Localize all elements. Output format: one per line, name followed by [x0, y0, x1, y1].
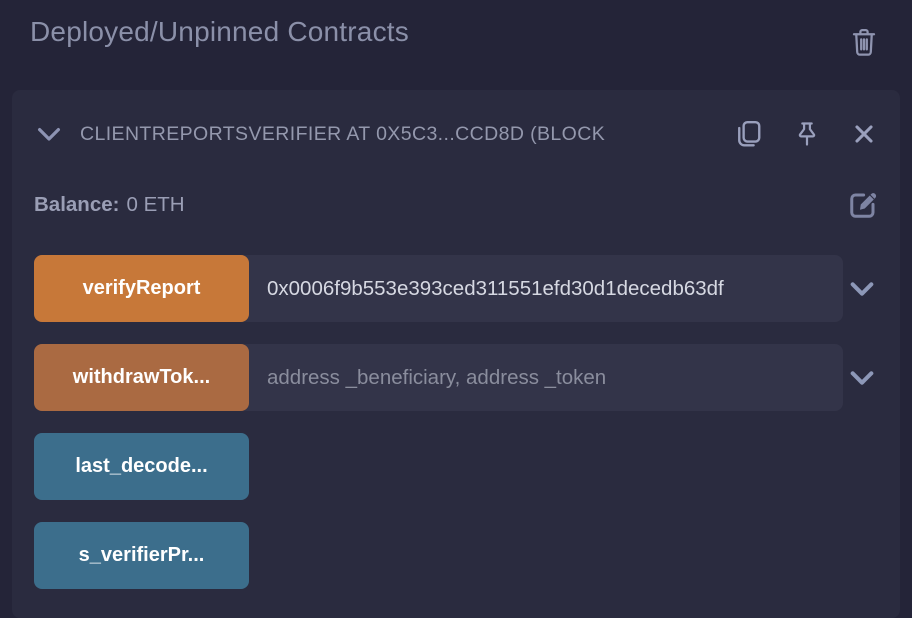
sverifierproxy-button[interactable]: s_verifierPr... [34, 522, 249, 589]
withdrawtoken-input[interactable] [239, 344, 843, 411]
contract-header-row: CLIENTREPORTSVERIFIER AT 0X5C3...CCD8D (… [34, 106, 878, 162]
contract-actions [732, 117, 878, 151]
balance-text: Balance: 0 ETH [34, 193, 185, 217]
copy-icon[interactable] [732, 117, 764, 151]
pin-icon[interactable] [792, 117, 822, 151]
chevron-down-icon[interactable] [843, 344, 878, 411]
chevron-down-icon[interactable] [843, 255, 878, 322]
edit-icon[interactable] [848, 189, 878, 221]
chevron-down-icon[interactable] [34, 119, 64, 149]
contract-card: CLIENTREPORTSVERIFIER AT 0X5C3...CCD8D (… [12, 90, 900, 618]
contract-title: CLIENTREPORTSVERIFIER AT 0X5C3...CCD8D (… [80, 122, 606, 145]
verifyreport-button[interactable]: verifyReport [34, 255, 249, 322]
close-icon[interactable] [850, 120, 878, 148]
function-row-sverifierproxy: s_verifierPr... [34, 522, 878, 589]
page-title: Deployed/Unpinned Contracts [30, 16, 409, 47]
function-row-withdrawtoken: withdrawTok... [34, 344, 878, 411]
withdrawtoken-button[interactable]: withdrawTok... [34, 344, 249, 411]
function-row-verifyreport: verifyReport [34, 255, 878, 322]
balance-label: Balance: [34, 193, 120, 216]
deployed-contracts-header: Deployed/Unpinned Contracts [0, 0, 912, 90]
verifyreport-input[interactable] [239, 255, 843, 322]
function-row-lastdecoded: last_decode... [34, 433, 878, 500]
function-list: verifyReport withdrawTok... last_decode.… [34, 255, 878, 589]
trash-icon[interactable] [848, 25, 880, 59]
balance-row: Balance: 0 ETH [34, 186, 878, 224]
lastdecoded-button[interactable]: last_decode... [34, 433, 249, 500]
balance-value: 0 ETH [126, 193, 185, 216]
